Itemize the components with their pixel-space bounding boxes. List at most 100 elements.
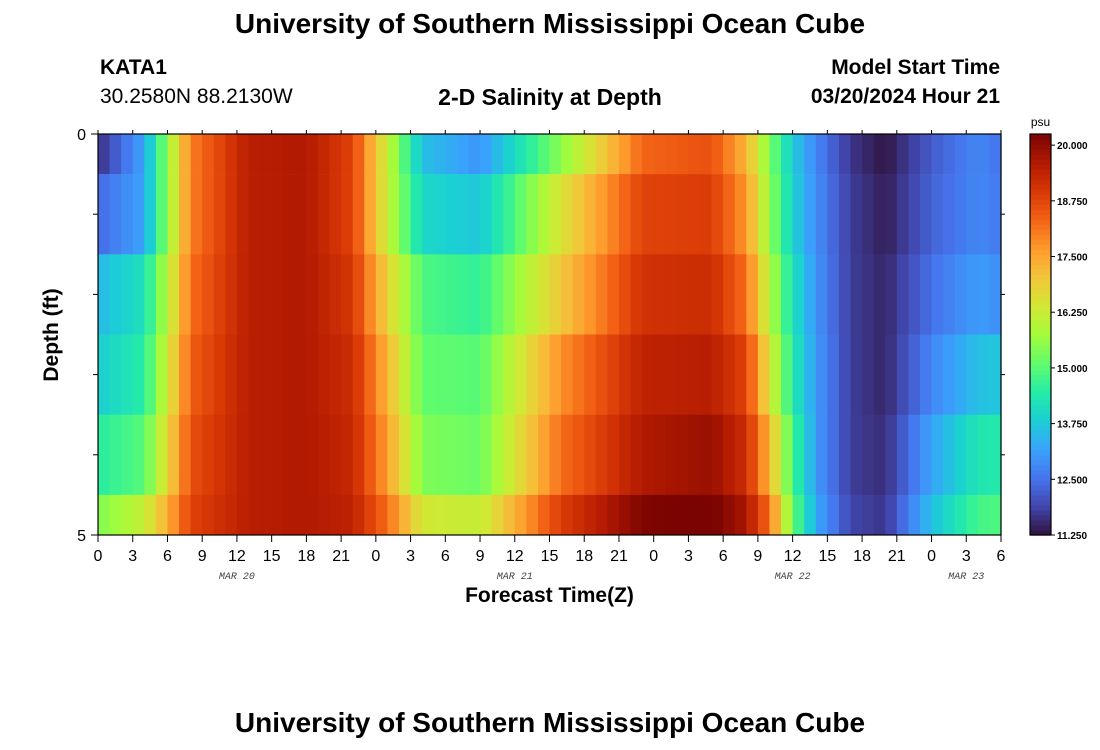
colorbar-segment [1030, 234, 1051, 240]
heatmap-cell [850, 494, 863, 536]
heatmap-cell [306, 174, 319, 255]
heatmap-cell [966, 134, 979, 175]
heatmap-cell [248, 414, 261, 496]
colorbar-segment [1030, 209, 1051, 215]
heatmap-cell [618, 334, 632, 415]
heatmap-cell [931, 134, 944, 175]
heatmap-cell [618, 134, 632, 175]
heatmap-cell [665, 494, 678, 536]
colorbar-segment [1030, 179, 1051, 185]
heatmap-cell [491, 134, 504, 175]
heatmap-cell [213, 334, 226, 415]
colorbar-segment [1030, 434, 1051, 441]
colorbar-segment [1030, 154, 1051, 160]
heatmap-cell [561, 254, 574, 335]
heatmap-cell [387, 134, 400, 175]
heatmap-cell [781, 134, 794, 175]
heatmap-cell [977, 414, 991, 496]
x-date-label: MAR 20 [219, 572, 255, 583]
heatmap-cell [757, 254, 771, 335]
heatmap-cell [607, 254, 620, 335]
heatmap-cell [630, 134, 643, 175]
heatmap-cell [537, 254, 551, 335]
heatmap-cell [364, 254, 377, 335]
heatmap-cell [514, 334, 527, 415]
colorbar-segment [1030, 339, 1051, 346]
heatmap-cell [352, 174, 365, 255]
heatmap-cell [850, 334, 863, 415]
heatmap-cell [155, 334, 169, 415]
heatmap-cell [723, 134, 736, 175]
heatmap-cell [595, 494, 608, 536]
colorbar-segment [1030, 224, 1051, 230]
heatmap-cell [977, 334, 991, 415]
colorbar-segment [1030, 439, 1051, 446]
heatmap-cell [977, 174, 991, 255]
heatmap-cell [456, 494, 470, 536]
heatmap-cell [642, 414, 655, 496]
heatmap-cell [341, 334, 354, 415]
heatmap-cell [144, 254, 157, 335]
heatmap-cell [329, 254, 342, 335]
heatmap-cell [364, 494, 377, 536]
heatmap-cell [306, 334, 319, 415]
heatmap-cell [271, 254, 284, 335]
x-tick-label: 9 [476, 548, 485, 565]
heatmap-cell [260, 254, 273, 335]
x-date-label: MAR 21 [497, 572, 533, 583]
heatmap-cell [468, 414, 481, 496]
heatmap-cell [908, 134, 921, 175]
colorbar-segment [1030, 469, 1051, 476]
heatmap-cell [827, 334, 840, 415]
heatmap-cell [456, 174, 470, 255]
heatmap-cell [514, 494, 527, 536]
heatmap-cell [514, 174, 527, 255]
heatmap-cell [387, 414, 400, 496]
heatmap-cell [190, 334, 203, 415]
heatmap-cell [908, 414, 921, 496]
heatmap-cell [364, 334, 377, 415]
heatmap-cell [676, 414, 690, 496]
heatmap-cell [306, 134, 319, 175]
heatmap-cell [121, 174, 134, 255]
heatmap-cell [630, 414, 643, 496]
heatmap-cell [896, 334, 909, 415]
heatmap-cell [213, 414, 226, 496]
heatmap-cell [422, 134, 435, 175]
heatmap-cell [989, 134, 1002, 175]
colorbar-tick-label: 20.000 [1057, 141, 1088, 152]
heatmap-cell [792, 334, 805, 415]
x-tick-label: 9 [198, 548, 207, 565]
heatmap-cell [572, 334, 585, 415]
heatmap-cell [98, 334, 111, 415]
colorbar-segment [1030, 444, 1051, 451]
heatmap-cell [98, 494, 111, 536]
heatmap-cell [260, 334, 273, 415]
heatmap-cell [723, 254, 736, 335]
heatmap-cell [931, 414, 944, 496]
heatmap-cell [572, 494, 585, 536]
colorbar-segment [1030, 369, 1051, 376]
axis-ticks: 0 3 6 9 12 15 18 21 0 3 6 9 12 15 18 21 0 3 6 9 12 15 18 21 0 3 6 M… [77, 127, 1005, 583]
x-tick-label: 12 [228, 548, 246, 565]
heatmap-cell [700, 254, 713, 335]
heatmap-cell [468, 134, 481, 175]
heatmap-cell [815, 414, 828, 496]
heatmap-cell [919, 494, 933, 536]
heatmap-cell [155, 494, 169, 536]
heatmap-cell [294, 174, 307, 255]
heatmap-cell [179, 494, 192, 536]
x-tick-label: 18 [297, 548, 315, 565]
heatmap-cell [236, 414, 250, 496]
colorbar-segment [1030, 344, 1051, 351]
heatmap-cell [873, 134, 886, 175]
colorbar-segment [1030, 264, 1051, 270]
colorbar-unit-label: psu [1031, 115, 1050, 129]
heatmap-cell [329, 414, 342, 496]
heatmap-cell [341, 134, 354, 175]
heatmap-cell [202, 334, 215, 415]
heatmap-cell [908, 494, 921, 536]
heatmap-cell [144, 334, 157, 415]
colorbar-segment [1030, 509, 1051, 516]
heatmap-cell [155, 414, 169, 496]
